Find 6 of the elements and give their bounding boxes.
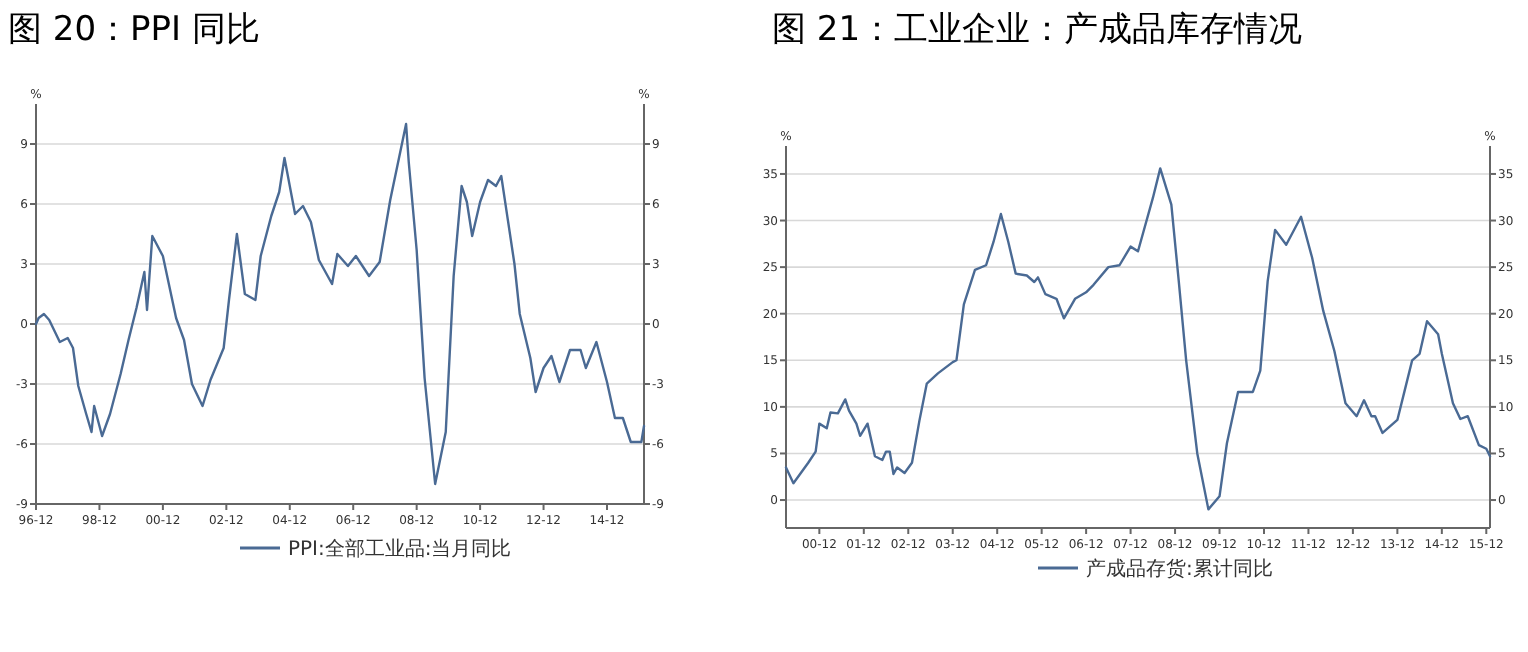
line-series [784, 167, 1492, 511]
line-series [34, 122, 646, 486]
chart-title: 图 21：工业企业：产成品库存情况 [772, 10, 1303, 50]
legend-label: PPI:全部工业品:当月同比 [288, 537, 512, 561]
legend-label: 产成品存货:累计同比 [1086, 557, 1273, 581]
chart-title: 图 20：PPI 同比 [8, 10, 260, 50]
